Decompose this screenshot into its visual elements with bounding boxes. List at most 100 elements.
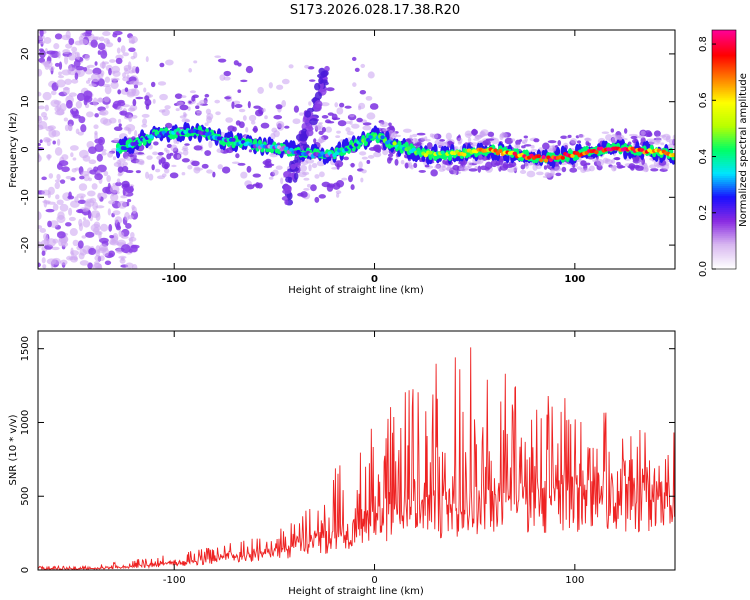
noise-blob xyxy=(124,211,130,221)
halo-blob xyxy=(331,167,338,170)
halo-blob xyxy=(468,168,478,172)
noise-blob xyxy=(54,179,62,183)
halo-blob xyxy=(124,156,134,161)
noise-blob xyxy=(42,91,52,101)
noise-blob xyxy=(44,104,49,112)
noise-blob xyxy=(102,31,111,37)
noise-blob xyxy=(112,103,119,109)
colorbar-swatch xyxy=(712,101,736,105)
colorbar-swatch xyxy=(712,91,736,95)
colorbar-swatch xyxy=(712,259,736,262)
halo-blob xyxy=(240,171,248,179)
noise-blob xyxy=(117,173,122,177)
halo-blob xyxy=(191,160,200,167)
noise-blob xyxy=(65,175,72,180)
halo-blob xyxy=(413,143,421,147)
noise-blob xyxy=(61,154,69,161)
halo-blob xyxy=(264,115,268,120)
halo-blob xyxy=(327,120,335,124)
noise-blob xyxy=(68,64,73,72)
halo-blob xyxy=(280,177,284,185)
halo-blob xyxy=(196,102,204,106)
noise-blob xyxy=(38,121,48,130)
noise-blob xyxy=(38,34,45,40)
halo-blob xyxy=(362,122,372,126)
noise-blob xyxy=(120,256,125,261)
colorbar-swatch xyxy=(712,85,736,89)
ridge-segment xyxy=(671,152,675,157)
halo-blob xyxy=(257,86,264,94)
halo-blob xyxy=(487,131,495,137)
noise-blob xyxy=(54,181,61,190)
colorbar-swatch xyxy=(712,245,736,248)
colorbar-swatch xyxy=(712,87,736,91)
colorbar-swatch xyxy=(712,221,736,224)
noise-blob xyxy=(120,195,128,199)
halo-blob xyxy=(605,158,611,162)
halo-blob xyxy=(307,66,315,70)
top-y-tick-label: 20 xyxy=(20,48,31,61)
top-x-tick-label: -100 xyxy=(162,274,187,285)
noise-blob xyxy=(90,210,101,218)
noise-blob xyxy=(88,159,97,165)
halo-blob xyxy=(361,169,367,174)
colorbar-swatch xyxy=(712,255,736,258)
noise-blob xyxy=(99,61,107,69)
halo-blob xyxy=(567,134,572,139)
halo-blob xyxy=(515,139,521,146)
halo-blob xyxy=(337,120,347,127)
noise-blob xyxy=(43,60,53,68)
noise-blob xyxy=(49,220,59,228)
halo-blob xyxy=(362,125,372,131)
colorbar-swatch xyxy=(712,257,736,260)
colorbar-swatch xyxy=(712,169,736,173)
halo-blob xyxy=(237,89,242,93)
noise-blob xyxy=(73,255,78,261)
halo-blob xyxy=(366,112,376,120)
colorbar-swatch xyxy=(712,63,736,67)
halo-blob xyxy=(512,165,518,172)
top-y-tick-label: 10 xyxy=(20,95,31,108)
halo-blob xyxy=(262,160,270,165)
halo-blob xyxy=(195,105,200,110)
halo-blob xyxy=(157,81,167,86)
halo-blob xyxy=(305,158,315,164)
noise-blob xyxy=(58,61,63,70)
noise-blob xyxy=(70,177,76,181)
ridge-segment xyxy=(380,135,385,140)
halo-blob xyxy=(418,169,426,173)
noise-blob xyxy=(59,203,69,212)
halo-blob xyxy=(169,172,179,179)
halo-blob xyxy=(359,89,367,95)
noise-blob xyxy=(98,243,108,251)
halo-blob xyxy=(232,126,237,132)
noise-blob xyxy=(51,246,60,251)
halo-blob xyxy=(614,135,622,140)
noise-blob xyxy=(45,208,55,213)
ridge-segment xyxy=(149,134,154,139)
colorbar-swatch xyxy=(712,253,736,256)
ridge-segment xyxy=(498,148,503,153)
diagonal-blob xyxy=(304,110,312,118)
halo-blob xyxy=(635,165,645,171)
halo-blob xyxy=(660,142,665,146)
halo-blob xyxy=(275,165,283,170)
halo-blob xyxy=(413,162,418,169)
noise-blob xyxy=(128,70,134,74)
ridge-segment xyxy=(231,137,236,142)
halo-blob xyxy=(356,117,363,123)
noise-blob xyxy=(46,258,57,265)
halo-blob xyxy=(435,164,441,169)
halo-blob xyxy=(480,129,489,136)
halo-blob xyxy=(471,129,479,136)
halo-blob xyxy=(153,141,159,146)
halo-blob xyxy=(498,158,504,165)
noise-blob xyxy=(38,57,46,63)
noise-blob xyxy=(130,55,136,60)
spectrogram-ridge xyxy=(115,121,675,169)
halo-blob xyxy=(400,159,405,165)
halo-blob xyxy=(302,171,310,176)
colorbar-swatch xyxy=(712,53,736,57)
halo-blob xyxy=(152,98,156,104)
halo-blob xyxy=(247,101,251,109)
